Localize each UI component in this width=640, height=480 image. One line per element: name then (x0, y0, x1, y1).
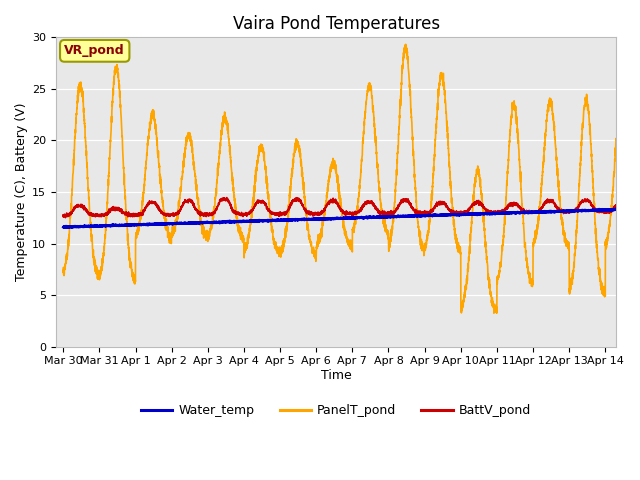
PanelT_pond (493, 310, 500, 316)
PanelT_pond (433, 113, 441, 119)
PanelT_pond (159, 200, 166, 206)
PanelT_pond (60, 267, 67, 273)
BattV_pond (495, 210, 503, 216)
PanelT_pond (612, 137, 620, 143)
Water_temp (60, 224, 67, 230)
BattV_pond (464, 206, 472, 212)
Y-axis label: Temperature (C), Battery (V): Temperature (C), Battery (V) (15, 103, 28, 281)
Line: Water_temp: Water_temp (63, 209, 616, 228)
Water_temp (319, 216, 327, 222)
Line: PanelT_pond: PanelT_pond (63, 44, 616, 313)
Title: Vaira Pond Temperatures: Vaira Pond Temperatures (232, 15, 440, 33)
PanelT_pond (402, 41, 410, 47)
Line: BattV_pond: BattV_pond (63, 198, 616, 218)
BattV_pond (612, 203, 620, 209)
Text: VR_pond: VR_pond (65, 44, 125, 57)
Water_temp (433, 213, 441, 218)
BattV_pond (223, 195, 230, 201)
PanelT_pond (612, 153, 620, 159)
Water_temp (495, 211, 503, 216)
BattV_pond (433, 201, 441, 206)
Water_temp (159, 220, 166, 226)
BattV_pond (60, 212, 67, 218)
Water_temp (609, 206, 617, 212)
PanelT_pond (464, 266, 472, 272)
PanelT_pond (319, 220, 327, 226)
Water_temp (464, 211, 472, 217)
Water_temp (612, 206, 620, 212)
Legend: Water_temp, PanelT_pond, BattV_pond: Water_temp, PanelT_pond, BattV_pond (136, 399, 536, 422)
PanelT_pond (495, 270, 503, 276)
X-axis label: Time: Time (321, 369, 351, 382)
BattV_pond (319, 208, 327, 214)
BattV_pond (612, 203, 620, 208)
Water_temp (63, 225, 71, 230)
BattV_pond (159, 212, 166, 217)
BattV_pond (61, 215, 69, 221)
Water_temp (612, 206, 620, 212)
